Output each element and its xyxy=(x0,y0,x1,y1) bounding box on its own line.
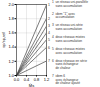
svg-text:1: 1 xyxy=(48,3,50,7)
svg-text:6: 6 xyxy=(48,46,50,50)
svg-text:7: 7 xyxy=(48,59,50,63)
svg-text:0.4: 0.4 xyxy=(24,77,30,82)
svg-text:0.8: 0.8 xyxy=(34,77,40,82)
html-text:5 deux réseaux mixtes avec acc: 5 deux réseaux mixtes avec accumulation xyxy=(52,46,85,55)
svg-text:1.0: 1.0 xyxy=(8,72,14,78)
html-text:4 deux réseaux mixtes sans acc: 4 deux réseaux mixtes sans accumulation xyxy=(52,35,85,43)
svg-text:1.2: 1.2 xyxy=(8,59,14,64)
svg-text:sp/sp,ref: sp/sp,ref xyxy=(1,31,6,47)
svg-text:2: 2 xyxy=(48,17,50,21)
html-text:6 deux réseaux en série sans é: 6 deux réseaux en série sans échangeur d… xyxy=(52,58,87,70)
svg-text:4: 4 xyxy=(48,31,50,35)
svg-text:1.6: 1.6 xyxy=(8,30,14,35)
svg-text:2.0: 2.0 xyxy=(8,2,14,7)
svg-text:Ṁs: Ṁs xyxy=(29,83,34,87)
svg-text:1.4: 1.4 xyxy=(8,44,14,49)
html-text:1 un réseau uni-parallèle sans: 1 un réseau uni-parallèle sans accumulat… xyxy=(52,0,88,8)
html-text:7 idem 6 avec échangeur de cha: 7 idem 6 avec échangeur de chaleur ajout… xyxy=(52,74,80,86)
svg-text:0.0: 0.0 xyxy=(14,77,20,82)
svg-text:3: 3 xyxy=(48,24,50,28)
html-text:2 idem "1" avec accumulation: 2 idem "1" avec accumulation xyxy=(52,11,75,20)
svg-text:1.8: 1.8 xyxy=(8,16,14,21)
svg-text:1.2: 1.2 xyxy=(44,77,50,82)
svg-text:5: 5 xyxy=(48,38,50,42)
html-text:3 un réseau uni-série sans acc: 3 un réseau uni-série sans accumulation xyxy=(52,23,83,32)
